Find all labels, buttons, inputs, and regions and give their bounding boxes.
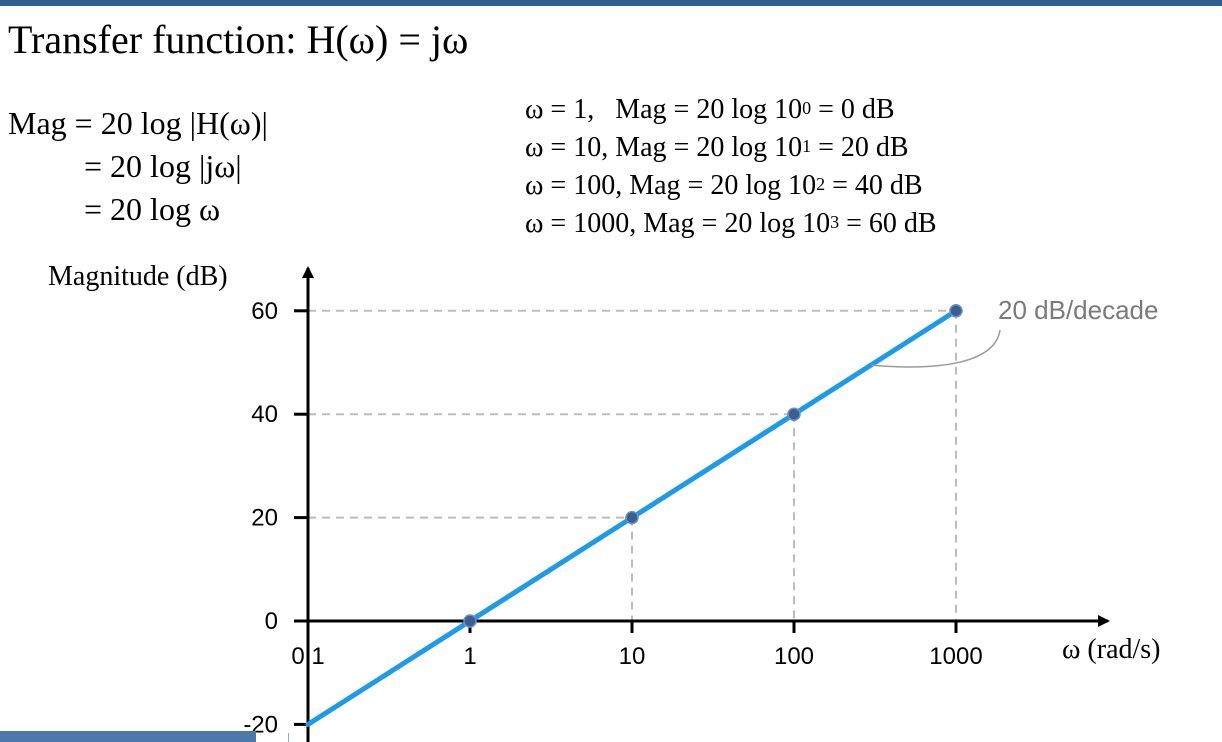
y-axis-label: Magnitude (dB) (48, 261, 228, 292)
y-tick-label: 20 (251, 505, 278, 532)
example-line: ω = 10, Mag = 20 log 101 = 20 dB (525, 130, 937, 168)
example-exponent: 1 (802, 136, 812, 156)
example-mag: Mag = 20 log 10 (615, 94, 803, 125)
x-tick-label: 100 (774, 643, 814, 670)
example-exponent: 3 (830, 212, 840, 232)
data-point (625, 510, 639, 525)
example-calculations: ω = 1, Mag = 20 log 100 = 0 dB ω = 10, M… (525, 92, 937, 244)
example-omega: ω = 1000, (525, 208, 637, 239)
derivation-line-3: = 20 log ω (84, 191, 220, 227)
example-exponent: 0 (802, 98, 812, 118)
x-tick-label: 10 (619, 643, 646, 670)
x-axis-label: ω (rad/s) (1062, 634, 1161, 665)
example-mag: Mag = 20 log 10 (629, 170, 817, 201)
example-result: = 60 dB (839, 208, 937, 239)
example-result: = 20 dB (811, 132, 909, 163)
example-omega: ω = 1, (525, 94, 595, 125)
footer-divider (288, 733, 289, 742)
page-title: Transfer function: H(ω) = jω (8, 17, 469, 62)
example-mag: Mag = 20 log 10 (643, 208, 831, 239)
y-tick-label: 40 (251, 401, 278, 428)
data-point (949, 304, 963, 318)
example-line: ω = 100, Mag = 20 log 102 = 40 dB (525, 168, 937, 206)
example-line: ω = 1000, Mag = 20 log 103 = 60 dB (525, 206, 937, 244)
magnitude-derivation: Mag = 20 log |H(ω)| = 20 log |jω| = 20 l… (8, 102, 268, 231)
example-mag: Mag = 20 log 10 (615, 132, 803, 163)
x-tick-label: 1 (463, 643, 476, 670)
x-tick-label: 0.1 (291, 643, 324, 670)
slope-annotation: 20 dB/decade (998, 295, 1158, 325)
example-omega: ω = 100, (525, 170, 623, 201)
footer-bar (0, 731, 256, 742)
example-exponent: 2 (816, 174, 826, 194)
y-tick-label: 60 (251, 298, 278, 325)
data-point (787, 407, 801, 421)
y-tick-label: 0 (265, 608, 278, 635)
example-line: ω = 1, Mag = 20 log 100 = 0 dB (525, 92, 937, 130)
derivation-line-1: Mag = 20 log |H(ω)| (8, 105, 268, 141)
annotation-leader (871, 329, 1001, 368)
example-result: = 0 dB (811, 94, 895, 125)
derivation-line-2: = 20 log |jω| (84, 148, 242, 184)
example-omega: ω = 10, (525, 132, 609, 163)
data-point (463, 614, 477, 628)
top-rule (0, 0, 1222, 6)
x-tick-label: 1000 (929, 643, 982, 670)
data-points (463, 304, 963, 628)
example-result: = 40 dB (825, 170, 923, 201)
guide-lines (308, 309, 957, 621)
x-ticks: 0.1 1 10 100 1000 (291, 621, 983, 670)
